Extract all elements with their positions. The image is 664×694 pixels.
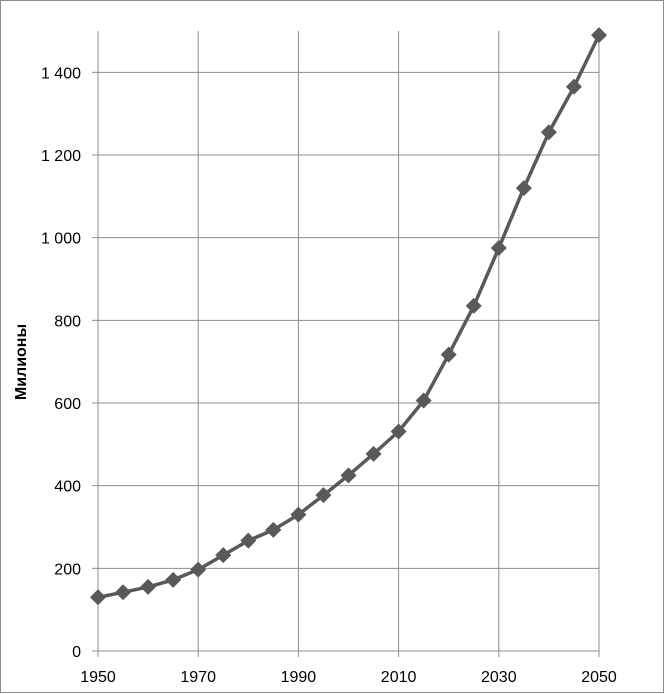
axes [92,31,600,657]
data-point-marker [315,487,332,504]
data-point-marker [365,445,382,462]
data-point-marker [465,297,482,314]
data-point-marker [190,561,207,578]
x-tick-label: 2030 [481,669,517,686]
x-axis-tick-labels: 1950 1970 1990 2010 2030 2050 [80,669,617,686]
y-axis-label: Милионы [13,324,30,400]
x-tick-label: 1990 [281,669,317,686]
data-point-marker [565,78,582,95]
x-tick-label: 1970 [180,669,216,686]
data-point-marker [440,346,457,363]
series-line [97,34,601,600]
data-point-marker [265,521,282,538]
y-tick-label: 1 400 [41,65,81,82]
data-point-marker [515,180,532,197]
y-axis-tick-labels: 0 200 400 600 800 1 000 1 200 1 400 [41,65,81,661]
data-point-marker [140,578,157,595]
vertical-gridlines [197,31,600,651]
y-tick-label: 0 [72,644,81,661]
data-point-marker [591,27,607,44]
data-point-marker [290,506,307,523]
data-point-marker [215,547,232,564]
y-tick-label: 1 000 [41,231,81,248]
data-point-marker [340,467,357,484]
data-point-marker [540,124,557,141]
data-series [90,27,607,606]
x-tick-label: 1950 [80,669,116,686]
data-point-marker [490,240,507,256]
horizontal-gridlines [98,71,599,569]
data-point-marker [165,571,182,588]
data-point-marker [240,532,257,549]
y-tick-label: 200 [54,561,81,578]
data-point-marker [115,584,132,601]
data-point-marker [415,392,432,409]
data-point-marker [390,423,407,440]
y-tick-label: 600 [54,396,81,413]
y-tick-label: 400 [54,479,81,496]
y-tick-label: 1 200 [41,148,81,165]
x-tick-label: 2050 [581,669,617,686]
x-tick-label: 2010 [381,669,417,686]
data-point-marker [90,589,106,606]
y-tick-label: 800 [54,313,81,330]
